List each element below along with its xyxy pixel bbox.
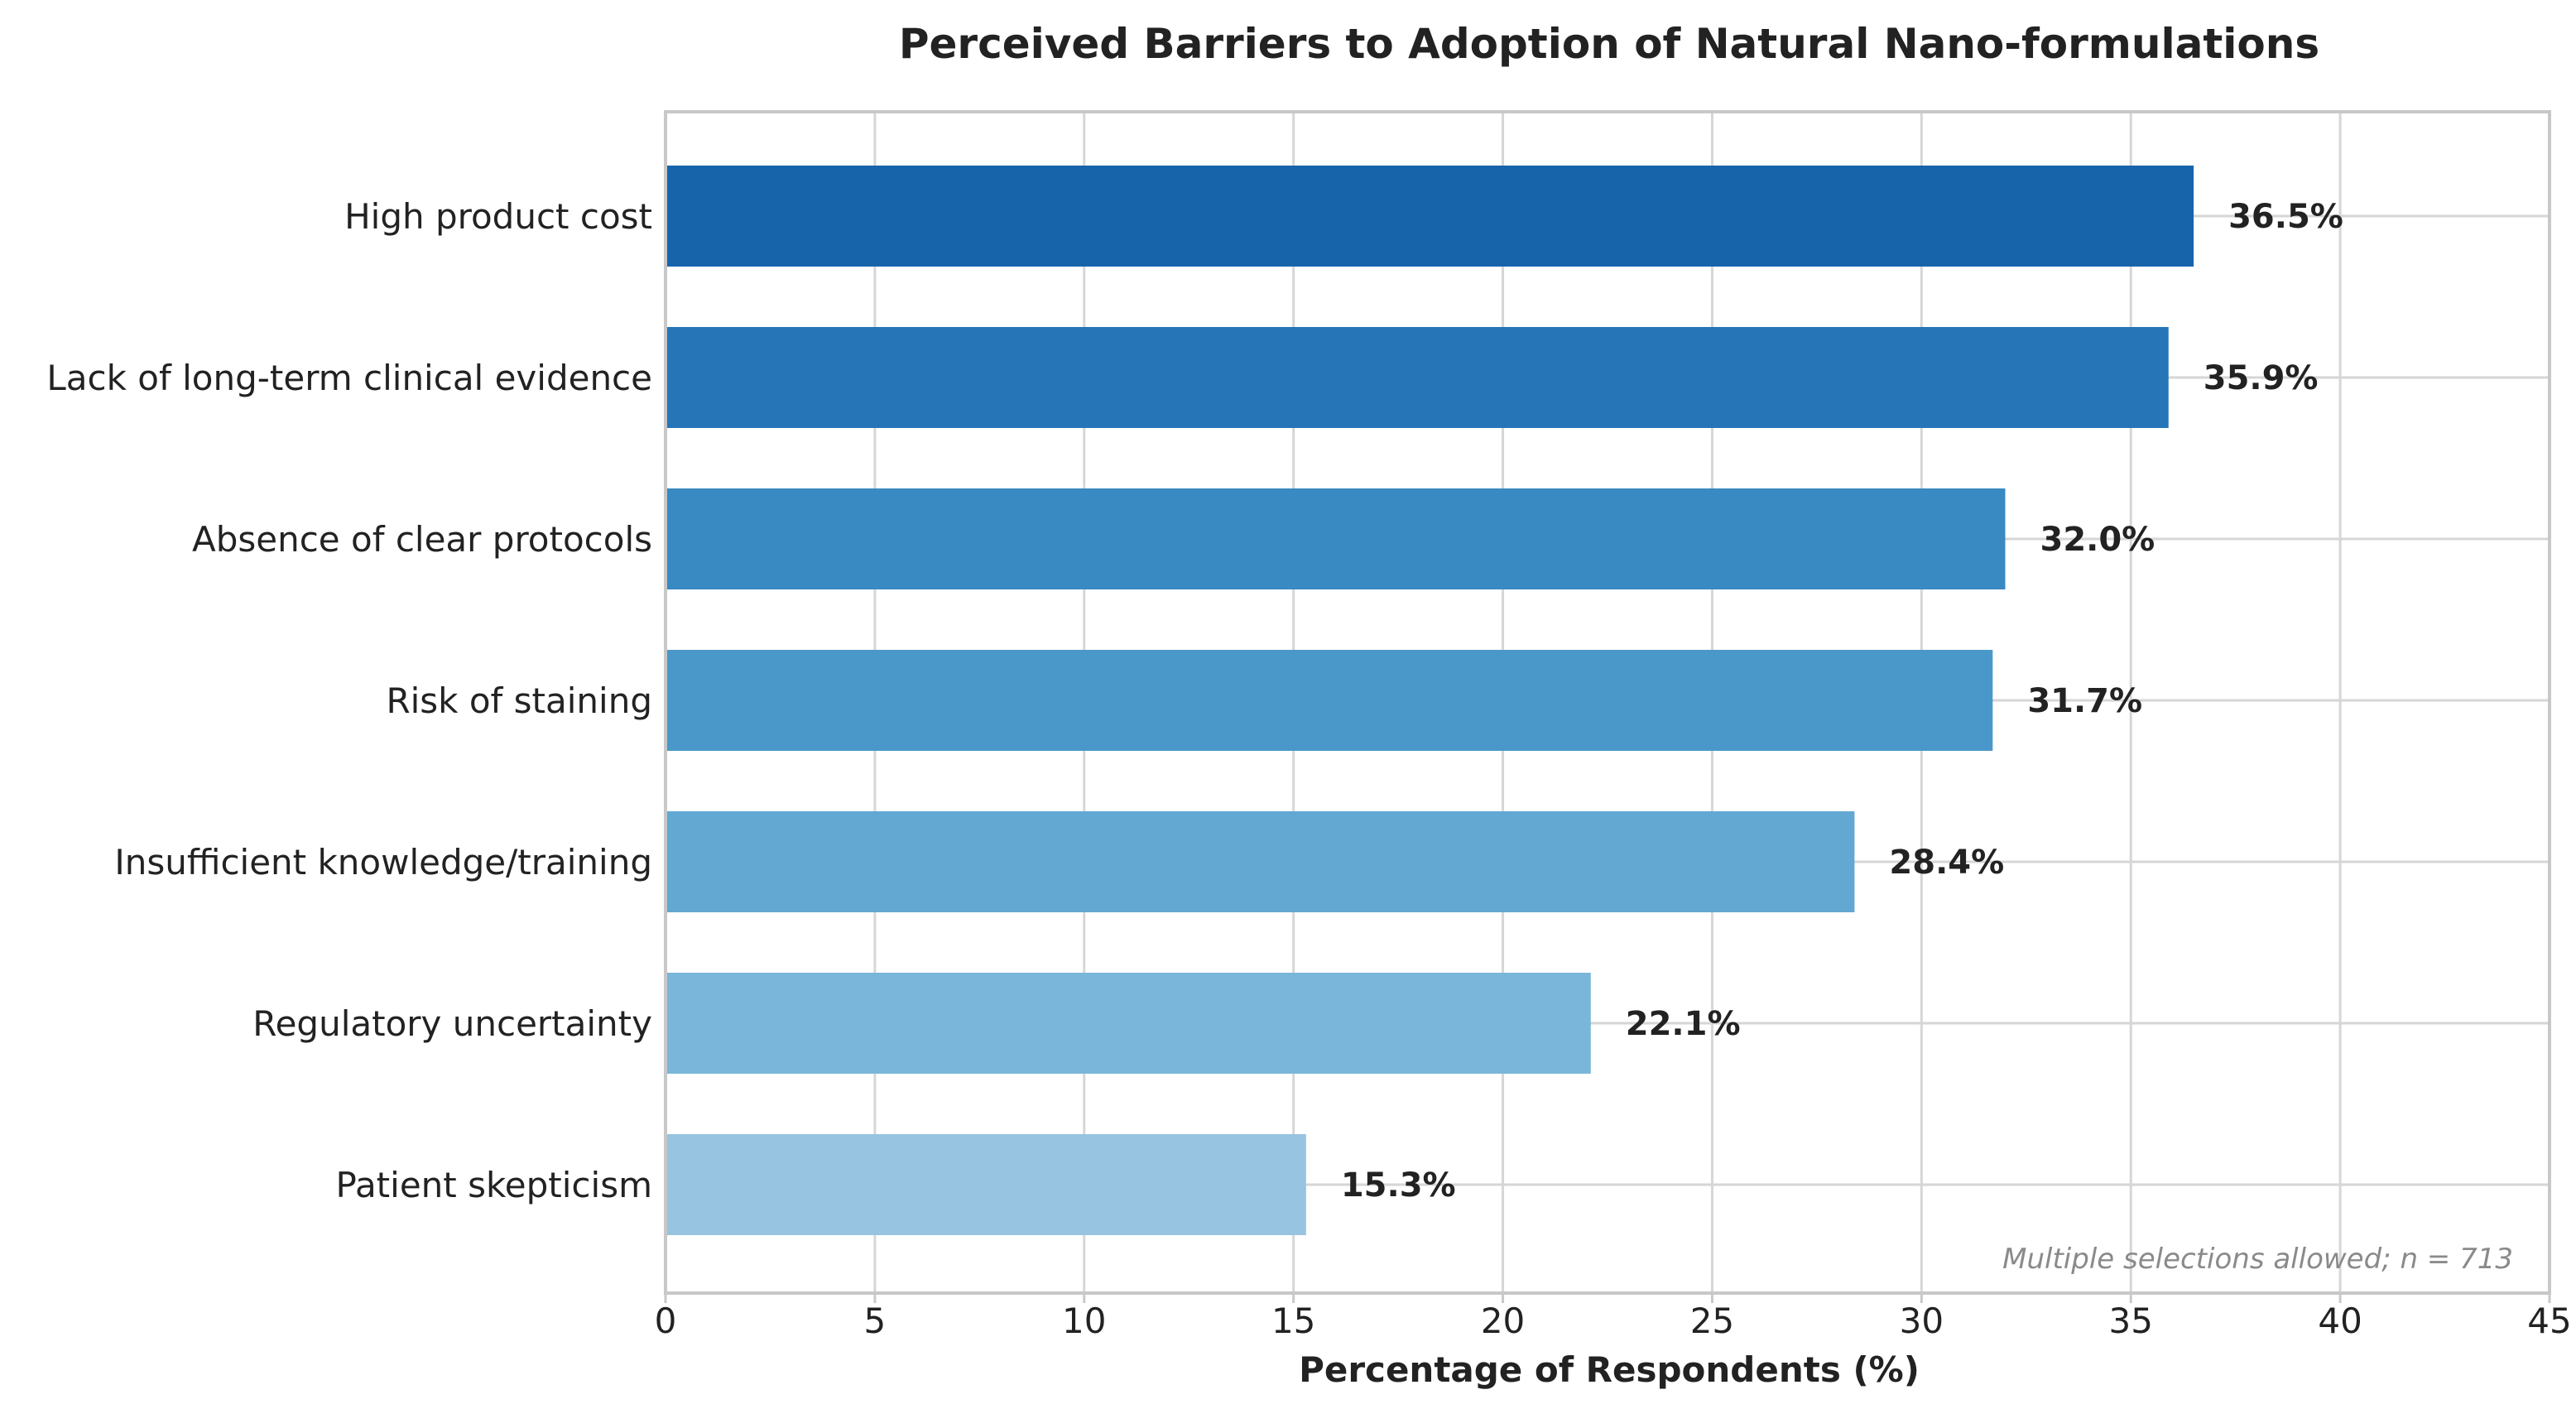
category-label: Insufficient knowledge/training <box>114 842 652 882</box>
x-tick-label: 0 <box>655 1301 677 1341</box>
x-tick-label: 20 <box>1481 1301 1525 1341</box>
x-tick-label: 25 <box>1690 1301 1734 1341</box>
bar <box>666 811 1855 912</box>
value-label: 15.3% <box>1341 1166 1456 1205</box>
x-tick-label: 35 <box>2108 1301 2152 1341</box>
bar <box>666 650 1993 751</box>
bar <box>666 166 2194 267</box>
x-tick-label: 45 <box>2527 1301 2571 1341</box>
category-labels: High product cost Lack of long-term clini… <box>46 196 652 1205</box>
value-labels: 36.5% 35.9% 32.0% 31.7% 28.4% 22.1% 15.3% <box>1341 198 2343 1205</box>
category-label: Regulatory uncertainty <box>252 1003 652 1044</box>
plot-frame <box>664 110 2551 1295</box>
annotation-note: Multiple selections allowed; n = 713 <box>2002 1243 2513 1276</box>
bar <box>666 973 1591 1074</box>
bar <box>666 488 2006 589</box>
chart-title: Perceived Barriers to Adoption of Natura… <box>899 20 2319 68</box>
value-label: 35.9% <box>2204 359 2319 397</box>
category-label: Lack of long-term clinical evidence <box>46 358 652 398</box>
category-label: High product cost <box>344 196 652 237</box>
category-label: Risk of staining <box>386 680 652 721</box>
x-tick-label: 10 <box>1062 1301 1106 1341</box>
value-label: 31.7% <box>2027 682 2142 720</box>
value-label: 32.0% <box>2040 521 2155 559</box>
x-tick-label: 15 <box>1271 1301 1315 1341</box>
category-label: Patient skepticism <box>336 1165 653 1205</box>
category-label: Absence of clear protocols <box>192 519 652 560</box>
value-label: 22.1% <box>1626 1005 1741 1043</box>
x-tick-label: 30 <box>1900 1301 1944 1341</box>
bars <box>666 166 2194 1235</box>
x-axis-title: Percentage of Respondents (%) <box>1299 1349 1920 1390</box>
value-label: 36.5% <box>2228 198 2343 236</box>
x-tick-labels: 0 5 10 15 20 25 30 35 40 45 <box>655 1293 2572 1341</box>
value-label: 28.4% <box>1889 844 2004 882</box>
x-tick-label: 40 <box>2318 1301 2362 1341</box>
bar <box>666 1134 1306 1235</box>
bar <box>666 327 2169 428</box>
x-tick-label: 5 <box>864 1301 887 1341</box>
